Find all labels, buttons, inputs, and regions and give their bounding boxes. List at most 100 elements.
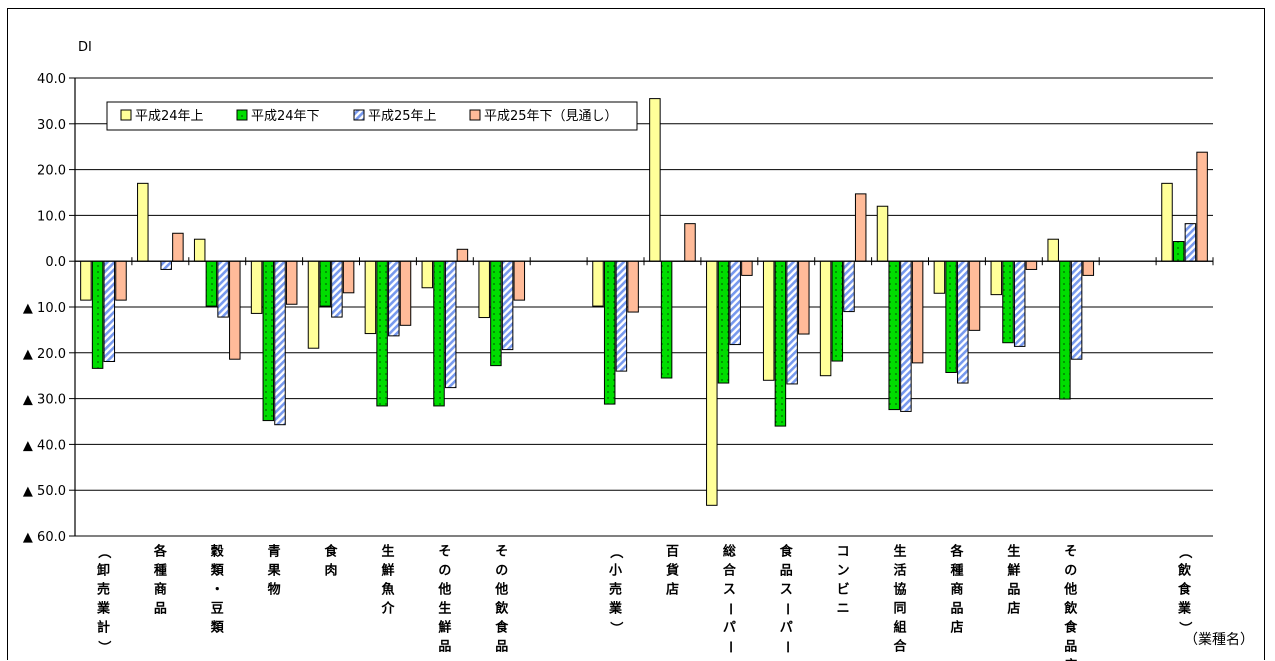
y-tick-label: 10.0 <box>37 209 66 224</box>
x-tick-label-char: 種 <box>950 563 963 579</box>
bar-1 <box>1047 238 1059 262</box>
x-tick-label-char: 生 <box>381 544 394 560</box>
bar-1 <box>649 98 661 262</box>
x-tick-label-char: 店 <box>666 582 679 598</box>
bar-1 <box>592 260 604 307</box>
x-tick-label-char: そ <box>438 545 451 560</box>
bar-2 <box>91 260 104 369</box>
bar-4 <box>798 260 810 335</box>
y-tick-label: ▲ 10.0 <box>23 301 66 316</box>
x-tick-label-char: 組 <box>894 620 907 636</box>
x-tick-label-char: 店 <box>950 620 963 636</box>
x-tick-label-char: 類 <box>210 621 225 636</box>
x-tick-label-char: の <box>495 564 508 579</box>
x-tick-label-char: 生 <box>894 544 907 560</box>
x-tick-label-char: 品 <box>438 640 451 655</box>
x-tick-label-char: 鮮 <box>438 620 451 636</box>
bar-2 <box>831 260 844 362</box>
y-tick-label: ▲ 50.0 <box>23 484 66 499</box>
y-tick-label: 20.0 <box>37 164 66 179</box>
gridlines <box>75 77 1213 537</box>
x-tick-label-char: 活 <box>894 563 907 579</box>
bar-3 <box>217 260 229 318</box>
x-tick-label-char: 店 <box>1007 601 1020 617</box>
x-tick-label-char: 青 <box>268 544 281 560</box>
bar-3 <box>900 260 912 412</box>
legend-swatch-2 <box>236 109 248 121</box>
bar-4 <box>172 232 184 262</box>
x-tick-label-char: 協 <box>894 582 907 598</box>
x-tick-label-char: 飲 <box>1063 601 1078 617</box>
bar-3 <box>729 260 741 346</box>
x-tick-label-char: の <box>438 564 451 579</box>
x-tick-label-char: 他 <box>1063 582 1077 598</box>
x-tick-label-char: 食 <box>1064 620 1078 636</box>
x-tick-label-char: （ <box>96 545 112 558</box>
x-tick-label-char: 食 <box>495 620 509 636</box>
legend-label-4: 平成25年下（見通し） <box>484 109 618 124</box>
legend-swatch-1 <box>120 109 132 121</box>
bar-3 <box>1070 260 1083 360</box>
x-tick-label-char: 貨 <box>666 563 679 579</box>
x-tick-label-char: ） <box>1177 621 1193 634</box>
x-tick-label-char: 食 <box>780 544 794 560</box>
bar-4 <box>229 260 241 360</box>
x-tick-label-char: 魚 <box>381 582 394 598</box>
legend: 平成24年上 平成24年下 平成25年上 平成25年下（見通し） <box>106 101 638 131</box>
bar-2 <box>1002 260 1014 344</box>
bar-3 <box>501 260 514 351</box>
bar-3 <box>1184 223 1197 262</box>
x-tick-label-char: 生 <box>1007 544 1020 560</box>
x-tick-label-char: 生 <box>438 601 451 617</box>
x-tick-label-char: 合 <box>723 563 737 579</box>
x-tick-label-char: 総 <box>723 544 736 560</box>
x-tick-label-char: 商 <box>154 582 167 598</box>
bar-3 <box>786 260 798 385</box>
bar-4 <box>1025 260 1038 270</box>
bar-2 <box>319 260 331 307</box>
x-tick-label-char: 計 <box>97 620 110 636</box>
x-tick-label-char: の <box>1064 564 1077 579</box>
bar-3 <box>1013 260 1026 347</box>
bar-4 <box>115 260 127 301</box>
x-tick-label-char: 品 <box>1007 583 1020 598</box>
bar-1 <box>933 260 946 294</box>
x-tick-label-char: 鮮 <box>381 563 394 579</box>
bar-4 <box>1196 151 1208 262</box>
bar-3 <box>274 260 286 426</box>
bar-1 <box>137 182 149 262</box>
x-tick-label-char: 種 <box>154 563 167 579</box>
x-tick-label-char: 鮮 <box>1007 563 1020 579</box>
y-tick-label: ▲ 40.0 <box>23 438 66 453</box>
x-tick-label-char: ） <box>96 640 112 653</box>
bar-2 <box>945 260 957 373</box>
bar-1 <box>762 260 775 381</box>
x-tick-label-char: 品 <box>154 602 167 617</box>
x-tick-label-char: （ <box>608 545 624 558</box>
x-tick-label-char: 飲 <box>494 601 509 617</box>
x-tick-label-char: ー <box>779 602 794 615</box>
bar-2 <box>205 260 218 307</box>
bar-1 <box>193 238 206 262</box>
bar-1 <box>1161 182 1173 262</box>
x-tick-label-char: コ <box>837 545 850 560</box>
legend-label-1: 平成24年上 <box>135 109 204 124</box>
y-tick-label: 0.0 <box>45 255 66 270</box>
x-tick-label-char: 各 <box>153 544 168 560</box>
x-tick-label-char: 他 <box>494 582 508 598</box>
bar-2 <box>774 260 787 427</box>
x-tick-label-char: 類 <box>210 564 225 579</box>
legend-label-3: 平成25年上 <box>368 109 437 124</box>
x-tick-label-char: 百 <box>666 545 679 560</box>
bar-4 <box>342 260 355 294</box>
bar-3 <box>444 260 457 389</box>
x-tick-label-char: ス <box>780 583 793 598</box>
bar-3 <box>160 260 172 270</box>
bar-4 <box>741 260 753 276</box>
bar-1 <box>478 260 490 319</box>
bar-2 <box>1172 241 1185 262</box>
x-tick-label-char: ビ <box>837 582 850 598</box>
bar-4 <box>513 260 526 301</box>
bar-2 <box>717 260 730 384</box>
bar-2 <box>490 260 502 367</box>
